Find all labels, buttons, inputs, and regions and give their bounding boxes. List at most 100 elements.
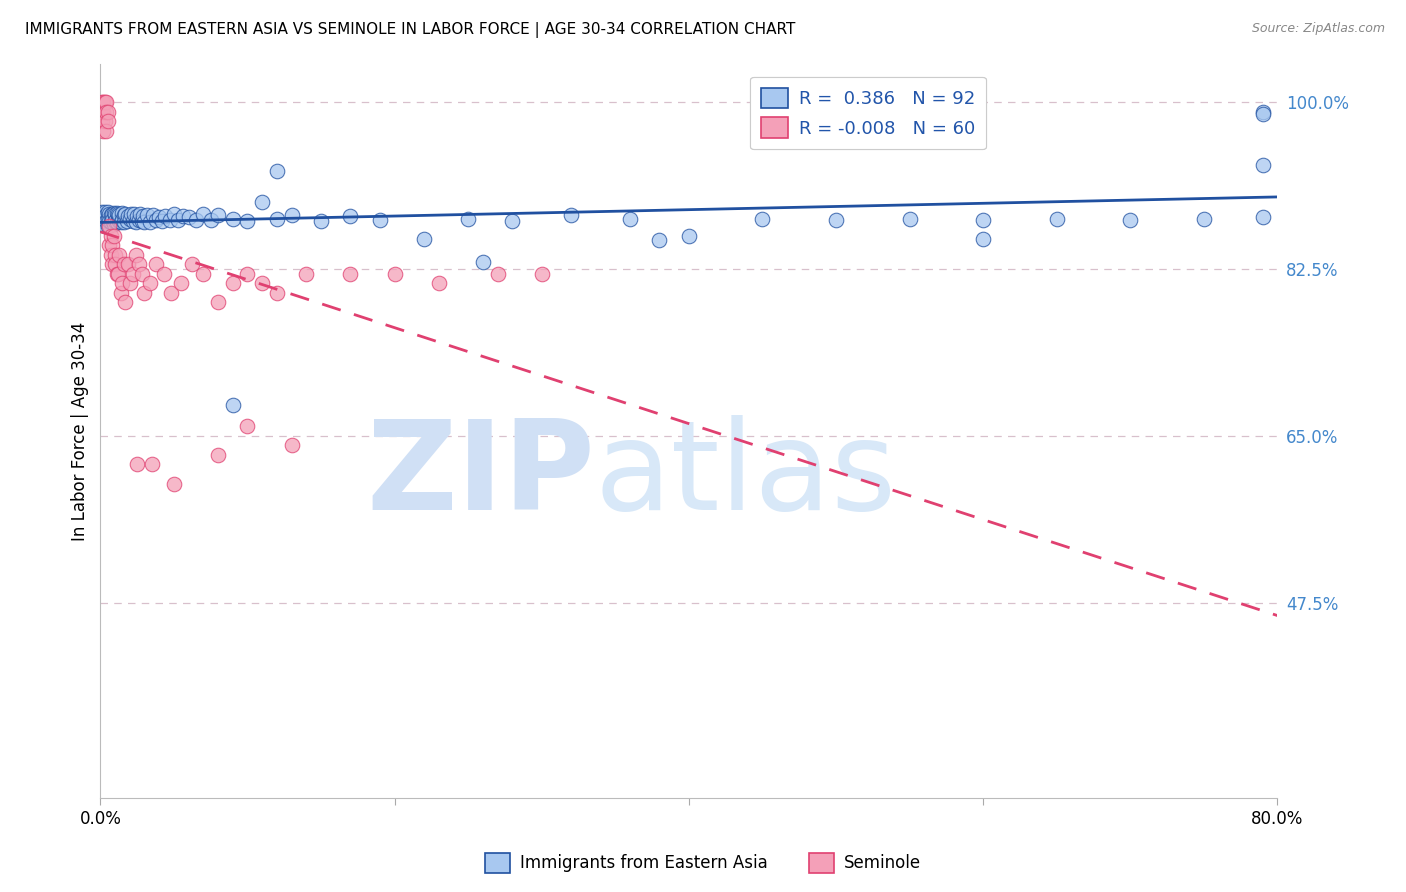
Point [486,267,509,281]
Point [128,257,150,271]
Point [148,210,170,224]
Text: atlas: atlas [595,415,897,535]
Point [222,398,245,412]
Point [184,213,207,227]
Point [1251,106,1274,120]
Point [103,228,125,243]
Point [898,211,921,226]
Point [91,214,114,228]
Point [91,124,114,138]
Point [141,458,163,472]
Point [98,207,121,221]
Point [101,213,124,227]
Point [115,214,138,228]
Point [413,231,436,245]
Point [121,267,143,281]
Point [105,267,128,281]
Point [96,208,118,222]
Point [105,215,128,229]
Point [131,214,153,228]
Text: ZIP: ZIP [366,415,595,535]
Point [172,209,194,223]
Point [250,195,273,210]
Point [127,458,149,472]
Point [134,285,156,300]
Point [236,419,259,434]
Point [280,208,302,222]
Point [163,476,186,491]
Point [111,213,134,227]
Point [90,210,112,224]
Point [250,277,273,291]
Legend: R =  0.386   N = 92, R = -0.008   N = 60: R = 0.386 N = 92, R = -0.008 N = 60 [751,77,986,149]
Point [118,212,141,227]
Point [118,277,141,291]
Point [91,95,114,110]
Point [104,257,127,271]
Point [167,213,190,227]
Point [101,207,124,221]
Point [97,211,120,226]
Point [972,213,994,227]
Point [619,211,641,226]
Point [1251,104,1274,119]
Point [104,214,127,228]
Point [101,238,124,252]
Point [177,210,200,224]
Point [110,285,132,300]
Point [100,215,122,229]
Point [117,257,139,271]
Point [159,213,181,227]
Point [142,208,165,222]
Point [127,209,149,223]
Point [339,267,361,281]
Point [339,209,361,223]
Point [150,214,173,228]
Point [1251,210,1274,224]
Point [236,214,259,228]
Point [111,277,134,291]
Point [1251,158,1274,172]
Point [108,208,131,222]
Point [90,104,112,119]
Point [825,213,848,227]
Point [97,104,120,119]
Point [134,215,156,229]
Point [107,207,129,221]
Point [94,219,117,234]
Point [114,295,136,310]
Point [105,206,128,220]
Point [560,208,582,222]
Point [222,277,245,291]
Point [94,211,117,226]
Point [91,104,114,119]
Point [103,206,125,220]
Point [132,209,155,223]
Point [100,248,122,262]
Point [104,207,127,221]
Point [121,214,143,228]
Point [96,214,118,228]
Point [112,215,135,229]
Point [112,208,135,222]
Point [90,95,112,110]
Point [266,164,288,178]
Point [110,215,132,229]
Point [471,255,494,269]
Point [1119,213,1142,227]
Legend: Immigrants from Eastern Asia, Seminole: Immigrants from Eastern Asia, Seminole [478,847,928,880]
Point [280,438,302,452]
Point [193,207,215,221]
Y-axis label: In Labor Force | Age 30-34: In Labor Force | Age 30-34 [72,321,89,541]
Point [972,231,994,245]
Point [427,277,450,291]
Point [97,114,120,128]
Point [207,208,229,222]
Point [648,234,671,248]
Point [94,114,117,128]
Point [108,214,131,228]
Point [96,95,118,110]
Point [124,215,146,229]
Point [145,257,167,271]
Text: IMMIGRANTS FROM EASTERN ASIA VS SEMINOLE IN LABOR FORCE | AGE 30-34 CORRELATION : IMMIGRANTS FROM EASTERN ASIA VS SEMINOLE… [25,22,796,38]
